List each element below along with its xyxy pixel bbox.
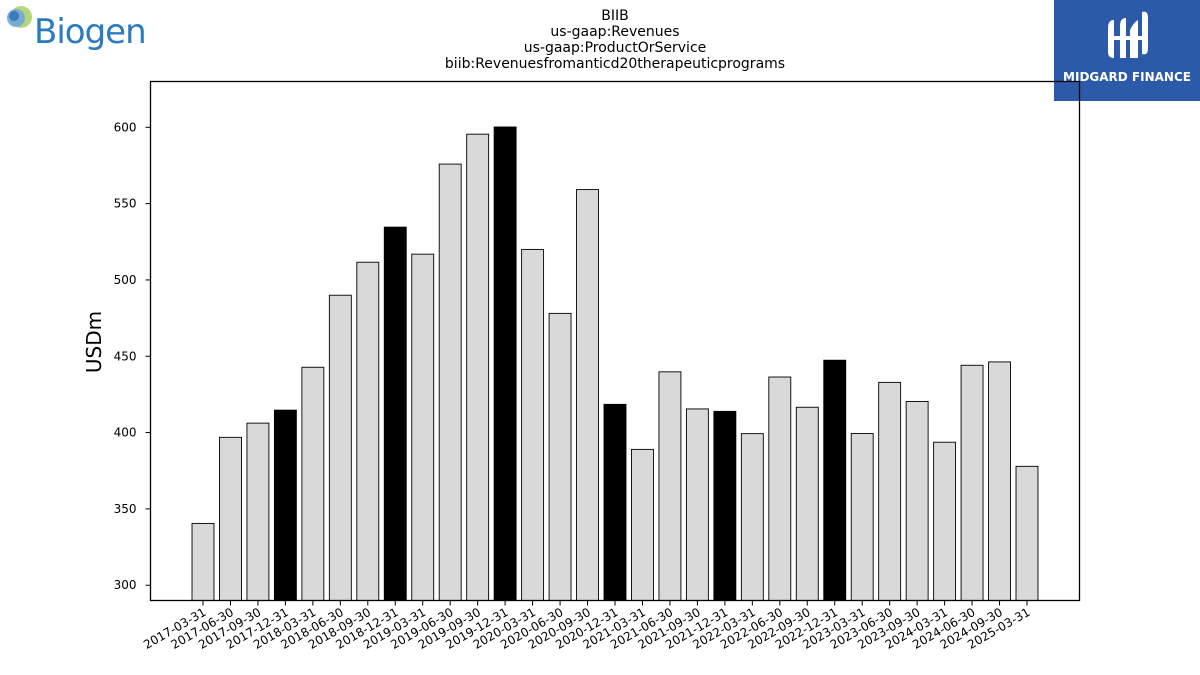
- bar-2023-03-31: [850, 433, 874, 601]
- bars-group: [191, 126, 1039, 601]
- bar-2019-09-30: [466, 133, 490, 601]
- bar-2019-12-31: [493, 126, 517, 601]
- bar-2019-03-31: [411, 253, 435, 601]
- midgard-wordmark: MIDGARD FINANCE: [1063, 70, 1191, 84]
- bar-2021-09-30: [685, 408, 709, 601]
- bar-2023-06-30: [878, 381, 902, 601]
- biogen-wordmark: Biogen: [34, 12, 147, 52]
- title-line-3: us-gaap:ProductOrService: [524, 40, 707, 56]
- bar-2024-03-31: [933, 441, 957, 601]
- midgard-emblem-icon: [1108, 11, 1148, 58]
- bar-2017-09-30: [246, 422, 270, 601]
- bar-2017-12-31: [273, 409, 297, 601]
- bar-2021-06-30: [658, 371, 682, 601]
- y-tick-label: 600: [114, 120, 137, 134]
- bar-2021-03-31: [631, 448, 654, 601]
- x-axis-ticks: 2017-03-312017-06-302017-09-302017-12-31…: [141, 600, 1033, 652]
- bar-2022-03-31: [740, 433, 764, 601]
- title-line-2: us-gaap:Revenues: [550, 24, 679, 40]
- y-tick-label: 500: [114, 273, 137, 287]
- chart-title: BIIB us-gaap:Revenues us-gaap:ProductOrS…: [445, 8, 785, 72]
- bar-2018-06-30: [328, 294, 352, 601]
- title-line-1: BIIB: [601, 8, 628, 24]
- bar-2020-09-30: [576, 189, 599, 601]
- bar-2018-03-31: [301, 366, 325, 601]
- y-tick-label: 300: [114, 578, 137, 592]
- biogen-logo: Biogen: [4, 4, 147, 54]
- bar-2022-06-30: [768, 376, 792, 601]
- y-axis-label: USDm: [82, 311, 106, 373]
- plot-frame: [149, 80, 1081, 602]
- y-axis-ticks: 300 350 400 450 500 550 600: [114, 120, 151, 592]
- bar-2023-09-30: [905, 401, 929, 601]
- bar-2020-03-31: [521, 248, 545, 601]
- y-tick-label: 450: [114, 349, 137, 363]
- bar-2020-12-31: [603, 403, 627, 601]
- bar-2017-03-31: [191, 522, 215, 601]
- bar-2018-12-31: [383, 226, 407, 601]
- bar-2024-09-30: [988, 361, 1011, 601]
- bar-2021-12-31: [713, 410, 737, 601]
- bar-2024-06-30: [960, 364, 984, 601]
- midgard-finance-logo: MIDGARD FINANCE: [1054, 0, 1200, 101]
- bar-2022-12-31: [823, 359, 847, 601]
- bar-2022-09-30: [795, 406, 819, 601]
- bar-2017-06-30: [219, 436, 242, 601]
- biogen-globe-icon: [7, 6, 32, 28]
- bar-2025-03-31: [1015, 465, 1039, 601]
- title-line-4: biib:Revenuesfromanticd20therapeuticprog…: [445, 56, 785, 72]
- y-tick-label: 550: [114, 197, 137, 211]
- bar-2018-09-30: [356, 261, 380, 601]
- bar-2019-06-30: [438, 163, 462, 601]
- y-tick-label: 350: [114, 502, 137, 516]
- y-tick-label: 400: [114, 426, 137, 440]
- bar-2020-06-30: [548, 312, 572, 601]
